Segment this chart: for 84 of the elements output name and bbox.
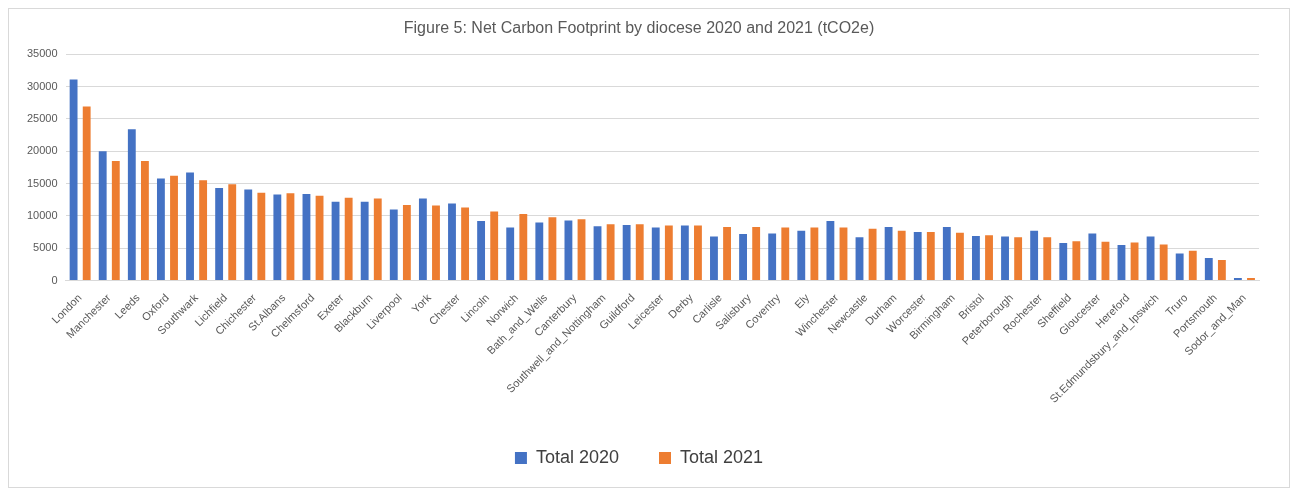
- bar: [228, 184, 237, 281]
- bar: [1146, 236, 1155, 281]
- bar: [710, 236, 718, 281]
- y-tick-label: 35000: [26, 47, 58, 60]
- bar: [564, 220, 573, 281]
- bar: [156, 178, 165, 281]
- bar: [402, 204, 411, 281]
- bar: [1130, 242, 1139, 281]
- bar: [519, 213, 528, 281]
- bar: [1043, 237, 1052, 281]
- bar: [1217, 259, 1226, 281]
- bar: [1014, 237, 1023, 281]
- bar: [490, 211, 499, 281]
- bar: [535, 222, 544, 281]
- bar: [868, 228, 877, 281]
- bar: [257, 192, 266, 281]
- bar: [418, 198, 427, 281]
- bar: [82, 106, 91, 281]
- bar: [170, 175, 178, 281]
- bar: [694, 225, 702, 281]
- bar: [781, 227, 790, 281]
- bar: [1233, 278, 1242, 281]
- bar: [680, 225, 689, 281]
- bar: [985, 235, 993, 281]
- bar: [1159, 244, 1168, 281]
- y-tick-label: 30000: [26, 79, 58, 92]
- bar: [273, 194, 282, 281]
- bar: [826, 221, 835, 281]
- bar: [739, 234, 747, 281]
- bar: [111, 160, 120, 281]
- y-tick-label: 20000: [26, 144, 58, 157]
- bar: [1072, 241, 1081, 281]
- bar: [651, 227, 660, 281]
- bar: [752, 226, 761, 281]
- bar: [942, 226, 951, 281]
- bar: [1088, 233, 1097, 281]
- bar: [477, 221, 486, 281]
- bar: [389, 209, 398, 281]
- bar: [373, 198, 382, 281]
- bar: [606, 224, 615, 281]
- bar: [913, 232, 922, 281]
- bar: [797, 230, 806, 281]
- bar: [244, 189, 253, 281]
- y-tick-label: 5000: [33, 241, 58, 254]
- y-tick-label: 25000: [26, 111, 58, 124]
- y-tick-label: 0: [51, 273, 58, 286]
- bar: [897, 230, 906, 281]
- bar: [1001, 236, 1009, 281]
- bar: [448, 203, 456, 281]
- legend-label: Total 2020: [535, 446, 620, 467]
- bar: [955, 232, 964, 281]
- bar: [664, 225, 673, 281]
- bar: [344, 197, 353, 281]
- y-tick-label: 10000: [26, 208, 58, 221]
- bar: [140, 160, 149, 281]
- bar: [506, 227, 515, 281]
- bar: [1175, 253, 1184, 281]
- y-tick-label: 15000: [26, 176, 58, 189]
- bar: [1188, 250, 1197, 281]
- bar: [884, 226, 893, 281]
- legend-label: Total 2021: [680, 446, 764, 467]
- bar: [1247, 278, 1255, 281]
- bar: [1030, 230, 1039, 281]
- bar: [926, 232, 935, 281]
- bar: [1204, 257, 1213, 281]
- bar: [199, 180, 208, 281]
- bar: [972, 235, 980, 281]
- bar: [127, 129, 136, 281]
- bar: [186, 172, 194, 281]
- bar: [548, 217, 557, 281]
- bar: [723, 226, 731, 281]
- bar: [768, 233, 777, 281]
- x-tick-label: York: [409, 290, 434, 316]
- bar: [635, 224, 644, 281]
- bar: [69, 79, 78, 281]
- bar: [461, 207, 470, 281]
- bar: [810, 227, 819, 281]
- bar: [1059, 243, 1068, 281]
- bar: [622, 224, 631, 281]
- bar: [360, 201, 369, 281]
- bar: [98, 151, 107, 281]
- bar: [432, 205, 440, 281]
- bar: [215, 188, 224, 281]
- chart-title: Figure 5: Net Carbon Footprint by diocese 2020 and 2021 (tCO2e): [403, 19, 875, 37]
